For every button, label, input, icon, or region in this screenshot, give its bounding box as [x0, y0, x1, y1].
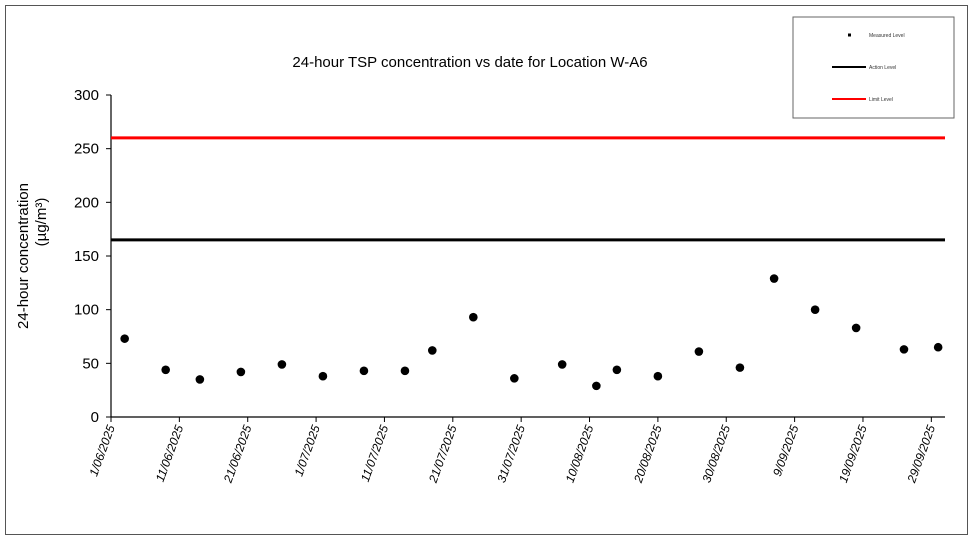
x-tick-label: 31/07/2025	[494, 423, 528, 485]
y-tick-label: 50	[82, 355, 99, 372]
data-point	[400, 366, 410, 376]
legend-marker	[848, 33, 851, 37]
x-tick-label: 9/09/2025	[770, 423, 802, 478]
x-tick-label: 21/06/2025	[221, 423, 255, 485]
x-tick-label: 20/08/2025	[631, 423, 665, 485]
data-point	[735, 363, 745, 372]
y-axis-label-line1: 24-hour concentration	[15, 183, 32, 329]
y-tick-label: 0	[91, 409, 99, 426]
data-point	[469, 312, 478, 322]
data-point	[557, 360, 567, 369]
data-point	[427, 346, 437, 355]
y-tick-label: 100	[74, 302, 99, 319]
data-point	[195, 375, 205, 384]
x-tick-label: 10/08/2025	[563, 423, 597, 485]
data-point	[510, 374, 519, 383]
y-tick-label: 150	[74, 248, 99, 265]
data-point	[161, 365, 170, 375]
x-tick-label: 1/06/2025	[86, 423, 118, 478]
x-tick-label: 30/08/2025	[699, 423, 733, 485]
data-point	[933, 342, 943, 352]
data-point	[899, 345, 909, 354]
data-point	[359, 366, 369, 376]
data-point	[810, 305, 820, 314]
x-tick-label: 1/07/2025	[291, 423, 323, 478]
y-tick-label: 300	[74, 87, 99, 104]
data-point	[694, 347, 704, 356]
data-point	[318, 371, 328, 381]
x-tick-label: 19/09/2025	[836, 423, 870, 485]
x-tick-label: 11/07/2025	[358, 423, 392, 484]
chart-frame	[5, 5, 968, 535]
legend-label: Action Level	[869, 65, 896, 71]
data-point	[612, 365, 622, 375]
data-point	[236, 367, 246, 377]
x-tick-label: 29/09/2025	[904, 423, 938, 485]
data-point	[120, 334, 129, 343]
data-point	[653, 371, 663, 381]
data-point	[592, 381, 601, 391]
data-point	[851, 323, 861, 333]
chart-title: 24-hour TSP concentration vs date for Lo…	[292, 54, 647, 71]
x-tick-label: 21/07/2025	[426, 423, 460, 485]
legend-label: Limit Level	[869, 97, 893, 103]
x-tick-label: 11/06/2025	[153, 423, 187, 484]
y-tick-label: 250	[74, 141, 99, 158]
y-axis-label-line2: (µg/m³)	[33, 198, 50, 247]
y-tick-label: 200	[74, 194, 99, 211]
legend-label: Measured Level	[869, 33, 905, 39]
data-point	[277, 360, 287, 369]
data-point	[769, 274, 779, 283]
legend: Measured Level Action Level Limit Level	[792, 16, 955, 119]
